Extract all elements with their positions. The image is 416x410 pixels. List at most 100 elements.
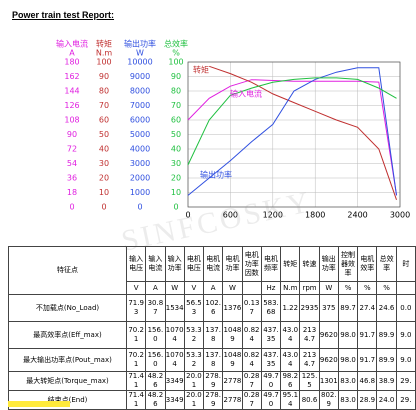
table-cell: W bbox=[318, 281, 339, 295]
table-cell: 2778 bbox=[222, 371, 243, 391]
y-tick-label: 100 bbox=[168, 58, 183, 67]
y-tick-label: 126 bbox=[64, 101, 79, 110]
table-cell: 10704 bbox=[164, 348, 185, 372]
table-cell: 20.01 bbox=[183, 371, 205, 391]
y-tick-label: 10 bbox=[171, 188, 181, 197]
y-tick-label: 0 bbox=[101, 203, 106, 212]
y-tick-label: 144 bbox=[64, 87, 79, 96]
y-tick-label: 50 bbox=[99, 130, 109, 139]
y-tick-label: 18 bbox=[67, 188, 77, 197]
table-cell: 时 bbox=[395, 246, 416, 282]
y-tick-label: 20 bbox=[99, 174, 109, 183]
table-cell: 电机功率 bbox=[222, 246, 243, 282]
y-tick-label: 90 bbox=[99, 72, 109, 81]
table-cell: 电机频率 bbox=[260, 246, 282, 282]
table-cell: 0.287 bbox=[241, 371, 262, 391]
table-cell: % bbox=[357, 281, 378, 295]
table-cell: 输入电压 bbox=[125, 246, 147, 282]
table-cell: % bbox=[376, 281, 397, 295]
table-cell: 9.0 bbox=[395, 348, 416, 372]
table-row: 特征点 输入电压 输入电流 输入功率 电机电压 电机电流 电机功率 电机功率因数 电机频率 转矩转… bbox=[8, 246, 416, 295]
table-cell: 49.70 bbox=[260, 371, 282, 391]
table-cell: 输入功率 bbox=[164, 246, 185, 282]
table-cell: 46.8 bbox=[357, 371, 378, 391]
table-cell: 总效率 bbox=[376, 246, 397, 282]
table-cell: 30.87 bbox=[145, 294, 166, 322]
table-cell: 437.35 bbox=[260, 321, 282, 349]
y-tick-label: 100 bbox=[96, 58, 111, 67]
x-tick-label: 1800 bbox=[305, 211, 325, 219]
y-tick-label: 80 bbox=[171, 87, 181, 96]
table-cell: 0.137 bbox=[241, 294, 262, 322]
y-tick-label: 162 bbox=[64, 72, 79, 81]
table-cell: 583.68 bbox=[260, 294, 282, 322]
table-cell: 2134.7 bbox=[299, 348, 320, 372]
table-cell: 10489 bbox=[222, 348, 243, 372]
table-cell: 2935 bbox=[299, 294, 320, 322]
y-tick-label: 2000 bbox=[130, 174, 150, 183]
table-cell: 56.53 bbox=[183, 294, 205, 322]
table-cell: 89.9 bbox=[376, 321, 397, 349]
table-cell: 2134.7 bbox=[299, 321, 320, 349]
y-tick-label: 72 bbox=[67, 145, 77, 154]
table-cell: % bbox=[337, 281, 359, 295]
y-tick-label: 20 bbox=[171, 174, 181, 183]
table-cell: 10489 bbox=[222, 321, 243, 349]
table-cell: A bbox=[203, 281, 224, 295]
chart: 0 600 1200 1800 2400 3000输入电流A018365472901081… bbox=[56, 39, 410, 219]
table-cell: 125.5 bbox=[299, 371, 320, 391]
table-cell: 9620 bbox=[318, 348, 339, 372]
axis-title: 输出功率 bbox=[124, 39, 156, 49]
y-tick-label: 70 bbox=[171, 101, 181, 110]
y-tick-label: 90 bbox=[67, 130, 77, 139]
y-tick-label: 6000 bbox=[130, 116, 150, 125]
table-cell: rpm bbox=[299, 281, 320, 295]
series-line bbox=[209, 65, 397, 200]
y-tick-label: 108 bbox=[64, 116, 79, 125]
table-cell: 0.824 bbox=[241, 321, 262, 349]
table-cell: 输出功率 bbox=[318, 246, 339, 282]
plot-frame bbox=[187, 61, 401, 208]
curve-label: 输入电流 bbox=[230, 89, 262, 99]
table-cell: 不加载点(No_Load) bbox=[8, 294, 127, 322]
result-table: 特征点 输入电压 输入电流 输入功率 电机电压 电机电流 电机功率 电机功率因数 电机频率 转矩转… bbox=[8, 246, 416, 410]
y-tick-label: 5000 bbox=[130, 130, 150, 139]
y-tick-label: 0 bbox=[69, 203, 74, 212]
table-cell: 24.6 bbox=[376, 294, 397, 322]
table-cell: 最大输出功率点(Pout_max) bbox=[8, 348, 127, 372]
highlight-bar bbox=[8, 401, 70, 407]
table-cell: N.m bbox=[280, 281, 301, 295]
y-tick-label: 4000 bbox=[130, 145, 150, 154]
table-cell: 83.0 bbox=[337, 371, 359, 391]
table-cell: 53.32 bbox=[183, 321, 205, 349]
table-cell: 156.0 bbox=[145, 348, 166, 372]
axis-title: 转矩 bbox=[96, 39, 112, 49]
axis-unit: A bbox=[69, 49, 75, 58]
y-tick-label: 9000 bbox=[130, 72, 150, 81]
table-cell: V bbox=[183, 281, 205, 295]
y-tick-label: 30 bbox=[99, 159, 109, 168]
table-cell: 278.9 bbox=[203, 371, 224, 391]
table-cell: 71.93 bbox=[125, 294, 147, 322]
table-cell bbox=[241, 281, 262, 295]
table-cell: 98.0 bbox=[337, 321, 359, 349]
y-tick-label: 30 bbox=[171, 159, 181, 168]
table-cell: 10704 bbox=[164, 321, 185, 349]
y-tick-label: 7000 bbox=[130, 101, 150, 110]
table-cell: 89.9 bbox=[376, 348, 397, 372]
y-tick-label: 60 bbox=[99, 116, 109, 125]
y-tick-label: 90 bbox=[171, 72, 181, 81]
table-cell: 70.21 bbox=[125, 321, 147, 349]
table-cell: 0.824 bbox=[241, 348, 262, 372]
table-row: 最大转矩点(Torque_max) 71.41 48.26 3349 20.01 278.… bbox=[8, 371, 416, 391]
series-line bbox=[187, 79, 397, 195]
table-row: 最高效率点(Eff_max) 70.21 156.0 10704 53.32 137.8 1… bbox=[8, 321, 416, 349]
table-cell: 转速 bbox=[299, 246, 320, 282]
table-cell: 91.7 bbox=[357, 348, 378, 372]
table-cell: 156.0 bbox=[145, 321, 166, 349]
table-cell: 48.26 bbox=[145, 371, 166, 391]
table-cell: V bbox=[125, 281, 147, 295]
y-tick-label: 0 bbox=[137, 203, 142, 212]
table-cell: 9620 bbox=[318, 321, 339, 349]
